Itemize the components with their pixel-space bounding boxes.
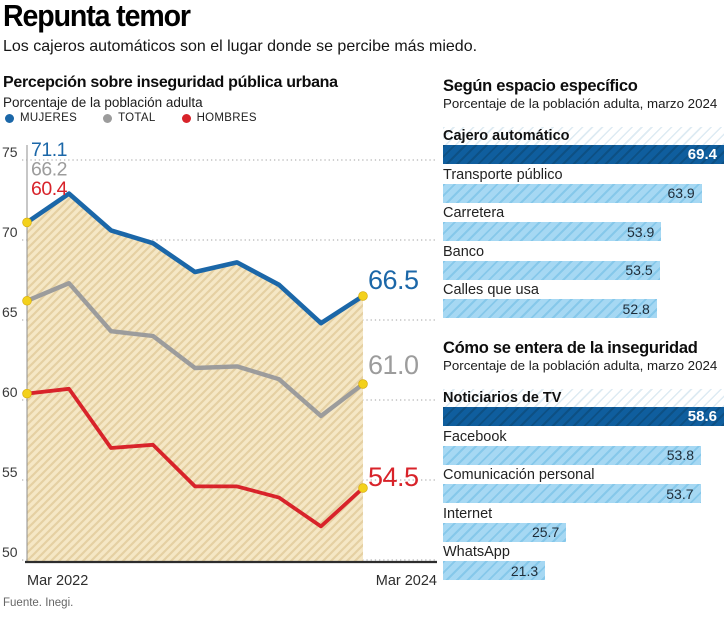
bar-label: Carretera bbox=[443, 205, 505, 221]
perception-line-chart: 75 70 65 60 55 50 71.166.260.4 66.5 61.0 54.5 Mar … bbox=[2, 140, 437, 589]
data-point-marker bbox=[358, 379, 368, 389]
bar-value: 69.4 bbox=[687, 146, 717, 163]
page-subtitle: Los cajeros automáticos son el lugar don… bbox=[3, 38, 478, 55]
legend-dot-icon bbox=[181, 113, 191, 123]
line-chart-subtitle: Porcentaje de la población adulta bbox=[3, 95, 203, 110]
bar-chart-medios: Cómo se entera de la inseguridad Porcent… bbox=[443, 339, 724, 582]
bar-list-espacio: Cajero automático 69.4 Transporte público 6… bbox=[443, 127, 724, 318]
bar: 53.5 bbox=[443, 260, 660, 280]
bar-value: 58.6 bbox=[687, 408, 717, 425]
bar: 53.7 bbox=[443, 484, 701, 503]
bar-chart-espacio-subtitle: Porcentaje de la población adulta, marzo… bbox=[443, 96, 718, 111]
bar-row: Calles que usa 52.8 bbox=[443, 281, 724, 318]
bar-label: WhatsApp bbox=[443, 544, 510, 560]
start-value-label-total: 66.2 bbox=[31, 159, 67, 181]
bar-row: Transporte público 63.9 bbox=[443, 166, 724, 203]
y-tick-70: 70 bbox=[2, 224, 18, 240]
end-value-label-hombres: 54.5 bbox=[368, 462, 419, 492]
bar-chart-medios-title: Cómo se entera de la inseguridad bbox=[443, 339, 698, 357]
series-line-mujeres bbox=[24, 191, 366, 326]
legend-label: HOMBRES bbox=[196, 112, 257, 124]
bar-value: 52.8 bbox=[622, 300, 650, 317]
y-tick-75: 75 bbox=[2, 144, 18, 160]
start-value-label-mujeres: 71.1 bbox=[31, 140, 67, 161]
bar-row: Carretera 53.9 bbox=[443, 204, 724, 241]
data-point-marker bbox=[358, 291, 368, 301]
bar-list-medios: Noticiarios de TV 58.6 Facebook 53.8 Comunic… bbox=[443, 389, 724, 580]
bar-value: 21.3 bbox=[510, 562, 539, 579]
line-chart-title: Percepción sobre inseguridad pública urb… bbox=[3, 74, 338, 91]
bar: 53.8 bbox=[443, 445, 701, 465]
bar-label: Comunicación personal bbox=[443, 467, 595, 483]
page-title: Repunta temor bbox=[3, 0, 191, 33]
bar-row: Noticiarios de TV 58.6 bbox=[443, 389, 724, 426]
legend-label: TOTAL bbox=[118, 112, 156, 124]
bar-label: Internet bbox=[443, 505, 493, 522]
bar-label: Cajero automático bbox=[443, 127, 724, 145]
legend-item-hombres: HOMBRES bbox=[181, 112, 257, 124]
series-line-total bbox=[24, 280, 366, 419]
bar-label: Banco bbox=[443, 243, 485, 260]
y-tick-60: 60 bbox=[2, 384, 18, 400]
start-value-label-hombres: 60.4 bbox=[31, 178, 68, 200]
source-note: Fuente. Inegi. bbox=[3, 597, 74, 609]
data-point-marker bbox=[358, 483, 368, 493]
y-tick-50: 50 bbox=[2, 544, 18, 560]
bar-row: Facebook 53.8 bbox=[443, 428, 724, 465]
data-point-marker bbox=[22, 217, 32, 228]
x-label-start: Mar 2022 bbox=[27, 573, 88, 589]
bar-label: Facebook bbox=[443, 428, 507, 445]
bar-chart-medios-subtitle: Porcentaje de la población adulta, marzo… bbox=[443, 358, 718, 373]
bar-value: 53.9 bbox=[627, 223, 655, 240]
bar-chart-espacio: Según espacio específico Porcentaje de l… bbox=[443, 77, 724, 320]
bar: 53.9 bbox=[443, 222, 662, 241]
data-point-marker bbox=[22, 296, 32, 306]
bar-value: 53.5 bbox=[625, 262, 653, 278]
bar: 58.6 bbox=[443, 407, 724, 426]
bar-value: 25.7 bbox=[531, 524, 560, 540]
bar-row: Banco 53.5 bbox=[443, 243, 724, 280]
bar-value: 63.9 bbox=[667, 185, 695, 201]
bar-row: WhatsApp 21.3 bbox=[443, 543, 724, 580]
bar: 69.4 bbox=[443, 145, 724, 164]
x-label-end: Mar 2024 bbox=[376, 573, 437, 589]
bar-label: Transporte público bbox=[443, 166, 563, 183]
bar-row: Comunicación personal 53.7 bbox=[443, 466, 724, 503]
series-line-hombres bbox=[25, 386, 365, 529]
bar-value: 53.8 bbox=[666, 447, 694, 463]
bar-chart-espacio-title: Según espacio específico bbox=[443, 77, 638, 95]
bar-label: Noticiarios de TV bbox=[443, 389, 724, 407]
y-tick-55: 55 bbox=[2, 464, 18, 480]
legend-item-total: TOTAL bbox=[103, 112, 156, 124]
legend-dot-icon bbox=[5, 113, 14, 123]
legend: MUJERES TOTAL HOMBRES bbox=[5, 112, 257, 124]
bar: 25.7 bbox=[443, 522, 567, 542]
legend-item-mujeres: MUJERES bbox=[5, 112, 77, 124]
data-point-marker bbox=[22, 388, 32, 399]
bar: 63.9 bbox=[443, 183, 702, 203]
end-value-label-total: 61.0 bbox=[368, 350, 419, 380]
legend-label: MUJERES bbox=[20, 112, 78, 124]
bar-value: 53.7 bbox=[666, 485, 694, 502]
end-value-label-mujeres: 66.5 bbox=[368, 265, 419, 295]
bar-label: Calles que usa bbox=[443, 282, 539, 298]
bar-row: Internet 25.7 bbox=[443, 505, 724, 542]
bar: 52.8 bbox=[443, 299, 657, 318]
bar-row: Cajero automático 69.4 bbox=[443, 127, 724, 164]
bar: 21.3 bbox=[443, 561, 546, 580]
y-tick-65: 65 bbox=[2, 304, 18, 320]
area-fill bbox=[27, 193, 363, 562]
legend-dot-icon bbox=[103, 113, 113, 123]
